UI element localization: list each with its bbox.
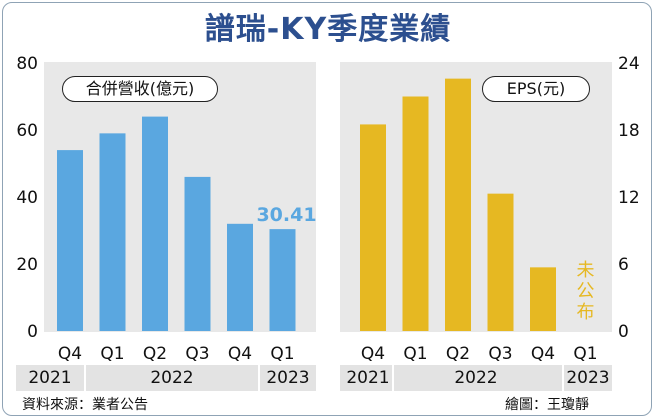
credit-note: 繪圖：王瓊靜 <box>505 397 589 413</box>
left-year-separator-2 <box>258 365 260 391</box>
revenue-bar-1 <box>99 133 126 331</box>
chart-title: 譜瑞-KY季度業績 <box>204 12 452 47</box>
eps-bar-1 <box>402 96 429 331</box>
revenue-bar-2 <box>142 116 168 331</box>
source-note: 資料來源：業者公告 <box>22 397 148 413</box>
revenue-category-4: Q4 <box>228 344 252 364</box>
revenue-ytick-3: 60 <box>16 121 38 141</box>
right-year-2022: 2022 <box>454 368 498 388</box>
eps-ytick-0: 0 <box>618 322 629 342</box>
eps-annotation-char-2: 布 <box>577 302 595 323</box>
revenue-ytick-4: 80 <box>16 54 38 74</box>
eps-ytick-1: 6 <box>618 255 629 275</box>
eps-annotation-char-1: 公 <box>577 281 595 302</box>
eps-bar-3 <box>487 193 514 331</box>
revenue-ytick-0: 0 <box>27 322 38 342</box>
right-year-2023: 2023 <box>566 368 610 388</box>
eps-category-2: Q2 <box>446 344 470 364</box>
eps-bar-4 <box>530 267 556 331</box>
revenue-ytick-1: 20 <box>16 255 38 275</box>
revenue-category-2: Q2 <box>143 344 167 364</box>
revenue-data-label-5: 30.41 <box>256 204 316 226</box>
revenue-ytick-2: 40 <box>16 188 38 208</box>
revenue-bar-0 <box>57 150 83 331</box>
right-year-bar <box>340 365 612 391</box>
left-year-2023: 2023 <box>266 368 310 388</box>
revenue-category-1: Q1 <box>100 344 124 364</box>
revenue-bar-4 <box>227 223 253 331</box>
eps-category-5: Q1 <box>573 344 597 364</box>
right-year-separator-1 <box>392 365 394 391</box>
eps-category-4: Q4 <box>531 344 555 364</box>
revenue-bar-5 <box>269 229 296 331</box>
eps-annotation-char-0: 未 <box>577 260 595 281</box>
revenue-category-3: Q3 <box>185 344 209 364</box>
eps-category-3: Q3 <box>488 344 512 364</box>
eps-bar-2 <box>445 78 471 331</box>
left-legend-pill: 合併營收(億元) <box>62 76 218 102</box>
eps-ytick-4: 24 <box>618 54 640 74</box>
eps-ytick-3: 18 <box>618 121 640 141</box>
left-year-bar <box>16 365 316 391</box>
revenue-category-0: Q4 <box>58 344 82 364</box>
left-year-separator-1 <box>84 365 86 391</box>
revenue-category-5: Q1 <box>270 344 294 364</box>
right-legend-pill: EPS(元) <box>482 76 590 102</box>
right-year-separator-2 <box>562 365 564 391</box>
eps-ytick-2: 12 <box>618 188 640 208</box>
eps-category-0: Q4 <box>361 344 385 364</box>
left-year-2022: 2022 <box>150 368 194 388</box>
eps-category-1: Q1 <box>403 344 427 364</box>
revenue-bar-3 <box>184 176 211 331</box>
eps-bar-0 <box>360 124 386 332</box>
right-year-2021: 2021 <box>346 368 390 388</box>
left-year-2021: 2021 <box>28 368 72 388</box>
